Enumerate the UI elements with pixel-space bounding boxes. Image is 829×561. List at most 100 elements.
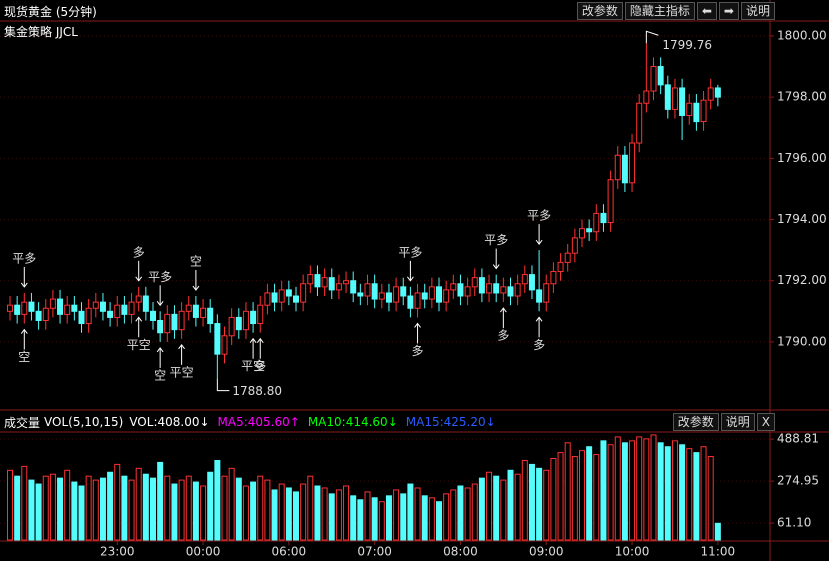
candle-body	[207, 307, 214, 325]
volume-bar	[178, 479, 185, 541]
button[interactable]: ⬅	[696, 2, 717, 20]
candle-body	[142, 295, 149, 312]
signal-arrow-head	[20, 328, 28, 334]
low-label: 1788.80	[232, 384, 282, 398]
candle-body	[121, 304, 128, 315]
candle-body	[393, 286, 400, 303]
signal-arrow-head	[20, 282, 28, 288]
volume-bar	[679, 444, 686, 541]
volume-bar	[207, 471, 214, 541]
volume-bar	[493, 475, 500, 541]
candle-body	[500, 286, 507, 294]
volume-bar	[314, 485, 321, 541]
button[interactable]: 改参数	[672, 413, 719, 431]
strategy-bar: 集金策略 JJCL	[0, 22, 829, 40]
y-tick-label: 1796.00	[777, 151, 827, 165]
signal-label: 空	[18, 350, 30, 364]
candle-body	[335, 283, 342, 291]
button[interactable]: 改参数	[576, 2, 623, 20]
volume-bar	[121, 475, 128, 541]
volume-bar	[571, 456, 578, 541]
candle-body	[300, 283, 307, 303]
candle-body	[586, 228, 593, 233]
readouts: VOL:408.00↓ MA5:405.60↑ MA10:414.60↓ MA15:4…	[129, 415, 495, 429]
volume-bar	[693, 452, 700, 541]
candle-body	[428, 286, 435, 300]
candle-body	[593, 212, 600, 233]
candle-body	[343, 280, 350, 285]
candle-body	[271, 292, 278, 303]
signal-label: 多	[533, 338, 545, 352]
volume-bar	[400, 493, 407, 541]
button-group: 改参数 隐藏主指标 ⬅ ➡ 说明	[575, 2, 775, 20]
candle-body	[171, 313, 178, 331]
candle-body	[443, 289, 450, 303]
candle-body	[228, 316, 235, 337]
candle-body	[200, 307, 207, 318]
signal-label: 多	[254, 359, 266, 373]
top-bar: 现货黄金 (5分钟) 改参数 隐藏主指标 ⬅ ➡ 说明	[0, 1, 829, 21]
candle-body	[664, 84, 671, 110]
volume-bar	[607, 444, 614, 541]
volume-bar	[557, 452, 564, 541]
volume-bar	[457, 485, 464, 541]
candle-body	[235, 316, 242, 331]
y-tick-label: 488.81	[777, 432, 819, 446]
candle-body	[536, 289, 543, 303]
button[interactable]: 隐藏主指标	[624, 2, 695, 20]
button[interactable]: 说明	[720, 413, 755, 431]
readout: VOL:408.00↓	[129, 415, 210, 429]
candle-body	[507, 286, 514, 297]
candle-body	[192, 304, 199, 318]
volume-bar	[142, 473, 149, 541]
candle-body	[264, 292, 271, 306]
volume-title: 成交量	[4, 415, 41, 430]
leader-line	[645, 30, 659, 44]
candle-body	[700, 99, 707, 123]
signal-arrow-head	[249, 337, 257, 344]
volume-bar	[586, 446, 593, 541]
volume-bar	[150, 477, 156, 541]
volume-bar	[414, 487, 421, 541]
candle-body	[307, 274, 314, 285]
button[interactable]: ➡	[718, 2, 739, 20]
signal-arrow-head	[135, 316, 143, 322]
candle-body	[293, 295, 299, 303]
volume-bar	[164, 475, 171, 541]
button[interactable]: 说明	[740, 2, 775, 20]
candle-body	[28, 301, 35, 312]
candle-body	[57, 298, 64, 315]
volume-bar	[250, 481, 257, 541]
candle-body	[278, 289, 285, 303]
volume-bar	[528, 463, 535, 541]
volume-bar	[71, 481, 78, 541]
candle-body	[285, 289, 292, 297]
volume-bar	[364, 491, 371, 541]
volume-bar	[579, 450, 585, 541]
signal-arrow-head	[414, 322, 421, 328]
volume-bar	[378, 501, 385, 541]
volume-bar	[536, 467, 543, 541]
volume-bar	[214, 459, 221, 541]
volume-bar	[428, 497, 435, 541]
candle-body	[564, 252, 571, 263]
candle-body	[114, 304, 121, 318]
volume-bar	[49, 473, 56, 541]
signal-label: 平多	[12, 251, 36, 265]
volume-bar	[257, 475, 264, 541]
y-tick-label: 1800.00	[777, 28, 827, 42]
candle-body	[128, 301, 135, 315]
volume-bar	[343, 485, 350, 541]
candle-body	[436, 286, 442, 303]
signal-label: 多	[133, 245, 145, 259]
x-tick-label: 07:00	[357, 545, 392, 559]
candle-body	[164, 313, 171, 334]
button[interactable]: X	[756, 413, 775, 431]
signal-label: 平多	[398, 245, 422, 259]
candle-body	[521, 274, 528, 285]
volume-bar	[14, 475, 21, 541]
candle-body	[528, 274, 535, 291]
candle-body	[64, 304, 71, 315]
